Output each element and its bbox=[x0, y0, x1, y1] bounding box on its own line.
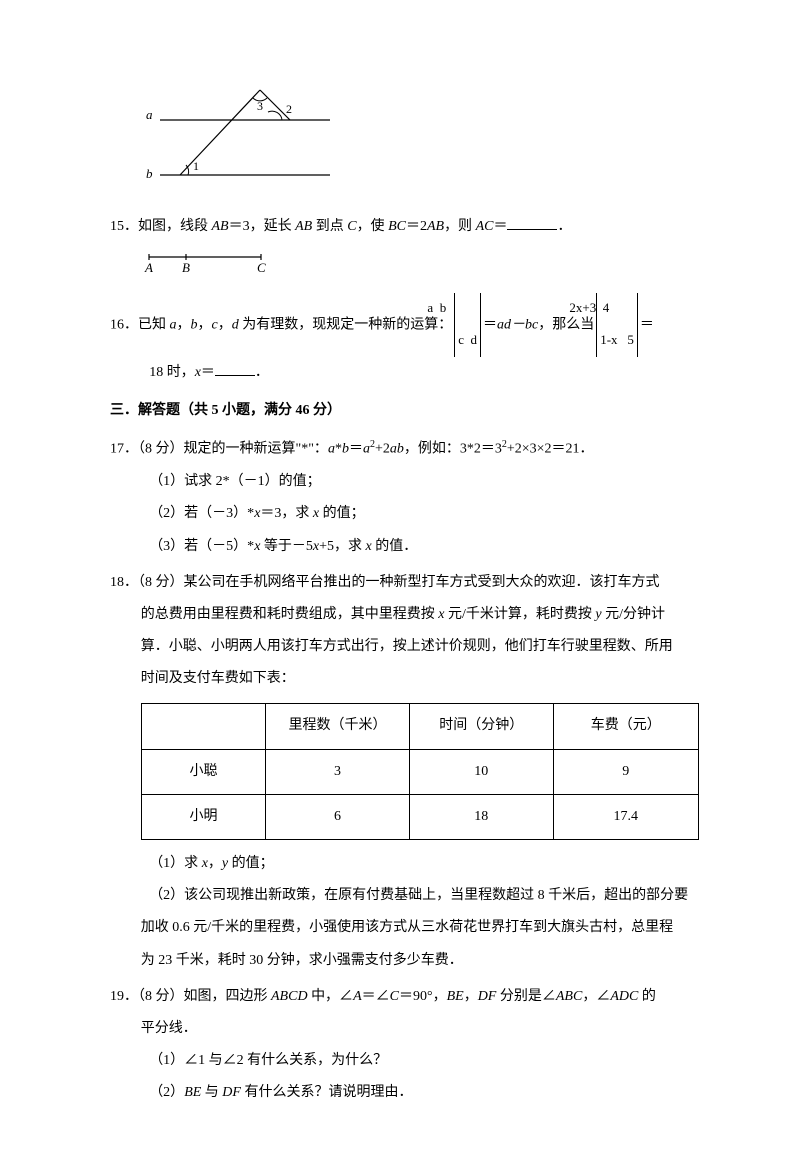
table-cell: 小明 bbox=[141, 794, 265, 839]
table-cell: 6 bbox=[266, 794, 410, 839]
q18-line2: 的总费用由里程费和耗时费组成，其中里程费按 x 元/千米计算，耗时费按 y 元/… bbox=[110, 599, 699, 631]
q19-line2: 平分线． bbox=[110, 1013, 699, 1045]
section-3-title: 三．解答题（共 5 小题，满分 46 分） bbox=[110, 395, 699, 427]
q17-sub1: （1）试求 2*（－1）的值； bbox=[110, 466, 699, 498]
q17-sub2: （2）若（－3）*x＝3，求 x 的值； bbox=[110, 498, 699, 530]
table-header-cell: 时间（分钟） bbox=[409, 704, 553, 749]
table-cell: 18 bbox=[409, 794, 553, 839]
svg-text:1: 1 bbox=[193, 159, 199, 173]
question-17: 17．（8 分）规定的一种新运算"*"：a*b＝a2+2ab，例如：3*2＝32… bbox=[110, 433, 699, 562]
figure-line-segment: A B C bbox=[141, 247, 699, 288]
svg-text:b: b bbox=[146, 166, 153, 181]
table-header-cell: 车费（元） bbox=[553, 704, 698, 749]
q18-line4: 时间及支付车费如下表： bbox=[110, 663, 699, 695]
q16-text: 16．已知 a，b，c，d 为有理数，现规定一种新的运算：a bc d＝ad－b… bbox=[110, 293, 699, 357]
table-cell: 3 bbox=[266, 749, 410, 794]
table-cell: 9 bbox=[553, 749, 698, 794]
svg-text:A: A bbox=[144, 260, 153, 275]
table-header-cell bbox=[141, 704, 265, 749]
question-19: 19．（8 分）如图，四边形 ABCD 中，∠A＝∠C＝90°，BE，DF 分别… bbox=[110, 981, 699, 1110]
q18-line1: 18．（8 分）某公司在手机网络平台推出的一种新型打车方式受到大众的欢迎．该打车… bbox=[110, 567, 699, 599]
q18-sub2c: 为 23 千米，耗时 30 分钟，求小强需支付多少车费． bbox=[110, 945, 699, 977]
q18-table: 里程数（千米）时间（分钟）车费（元）小聪3109小明61817.4 bbox=[141, 703, 699, 840]
q19-sub1: （1）∠1 与∠2 有什么关系，为什么？ bbox=[110, 1045, 699, 1077]
table-row: 小明61817.4 bbox=[141, 794, 698, 839]
q17-text: 17．（8 分）规定的一种新运算"*"：a*b＝a2+2ab，例如：3*2＝32… bbox=[110, 433, 699, 466]
determinant-2: 2x+3 41-x 5 bbox=[596, 293, 638, 357]
svg-text:3: 3 bbox=[257, 99, 263, 113]
question-16: 16．已知 a，b，c，d 为有理数，现规定一种新的运算：a bc d＝ad－b… bbox=[110, 293, 699, 390]
svg-text:B: B bbox=[182, 260, 190, 275]
table-header-cell: 里程数（千米） bbox=[266, 704, 410, 749]
table-row: 小聪3109 bbox=[141, 749, 698, 794]
table-cell: 10 bbox=[409, 749, 553, 794]
table-cell: 17.4 bbox=[553, 794, 698, 839]
svg-text:a: a bbox=[146, 107, 153, 122]
q19-text: 19．（8 分）如图，四边形 ABCD 中，∠A＝∠C＝90°，BE，DF 分别… bbox=[110, 981, 699, 1013]
q18-sub1: （1）求 x，y 的值； bbox=[110, 848, 699, 880]
table-cell: 小聪 bbox=[141, 749, 265, 794]
q15-text: 15．如图，线段 AB＝3，延长 AB 到点 C，使 BC＝2AB，则 AC＝． bbox=[110, 211, 699, 243]
q17-sub3: （3）若（－5）*x 等于－5x+5，求 x 的值． bbox=[110, 531, 699, 563]
q18-sub2b: 加收 0.6 元/千米的里程费，小强使用该方式从三水荷花世界打车到大旗头古村，总… bbox=[110, 912, 699, 944]
question-18: 18．（8 分）某公司在手机网络平台推出的一种新型打车方式受到大众的欢迎．该打车… bbox=[110, 567, 699, 977]
q18-line3: 算．小聪、小明两人用该打车方式出行，按上述计价规则，他们打车行驶里程数、所用 bbox=[110, 631, 699, 663]
question-15: 15．如图，线段 AB＝3，延长 AB 到点 C，使 BC＝2AB，则 AC＝．… bbox=[110, 211, 699, 288]
svg-text:C: C bbox=[257, 260, 266, 275]
q18-sub2a: （2）该公司现推出新政策，在原有付费基础上，当里程数超过 8 千米后，超出的部分… bbox=[110, 880, 699, 912]
svg-text:2: 2 bbox=[286, 102, 292, 116]
q16-continue: 18 时，x＝． bbox=[110, 357, 699, 389]
determinant-1: a bc d bbox=[454, 293, 481, 357]
figure-parallel-lines: a b 1 2 3 bbox=[140, 80, 699, 203]
q19-sub2: （2）BE 与 DF 有什么关系？请说明理由． bbox=[110, 1077, 699, 1109]
